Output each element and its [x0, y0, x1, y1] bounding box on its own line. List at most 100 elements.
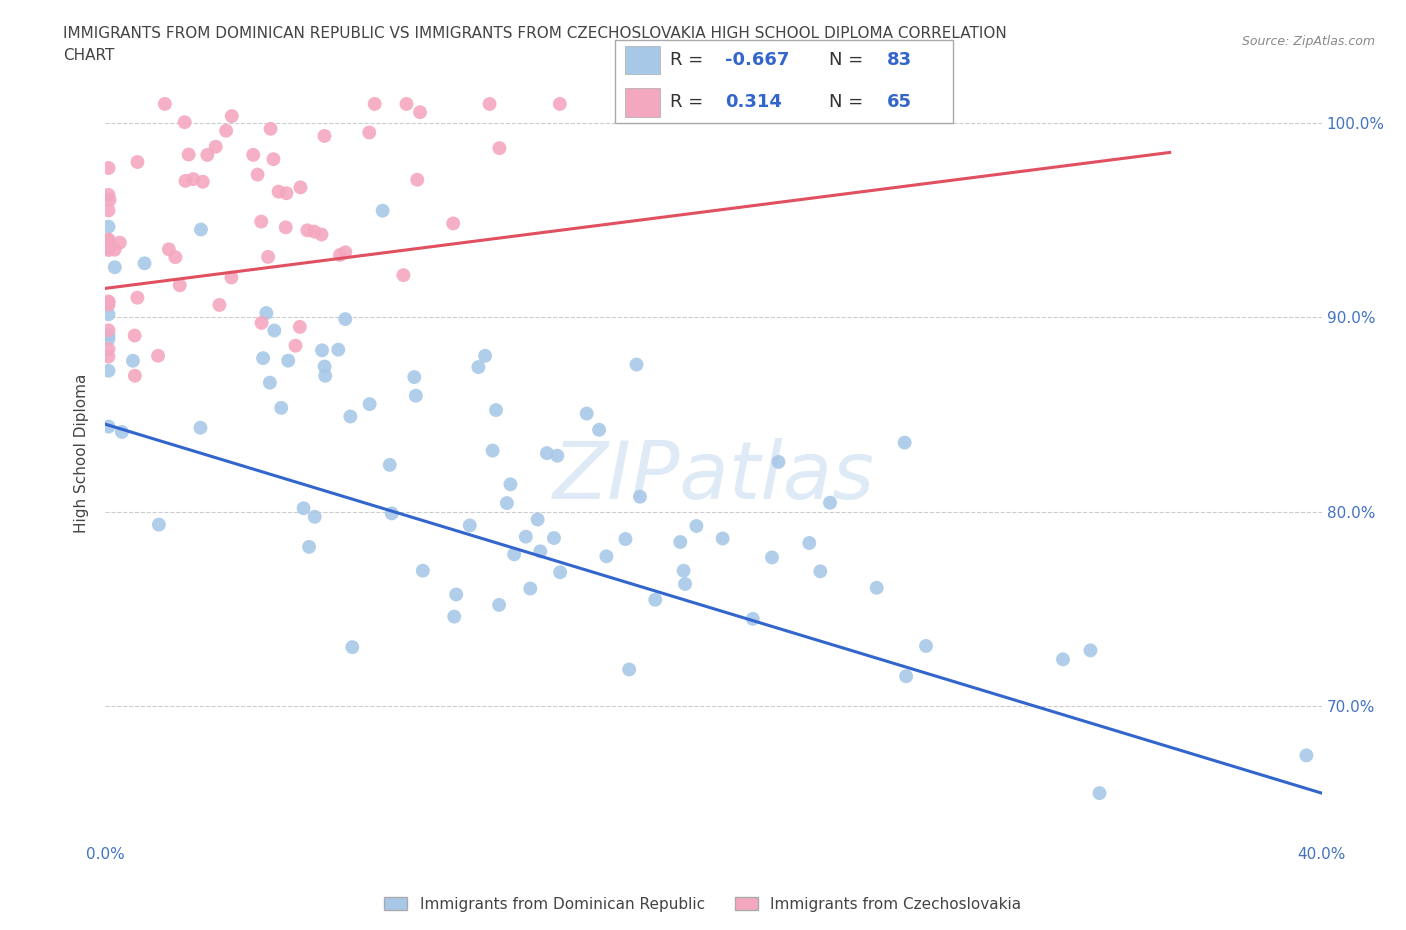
- Point: [741, 611, 763, 626]
- Point: [104, 242, 127, 257]
- Point: [304, 224, 326, 239]
- Text: 83: 83: [887, 51, 912, 69]
- Point: [478, 97, 501, 112]
- Point: [575, 406, 598, 421]
- Text: N =: N =: [828, 51, 863, 69]
- Point: [97, 188, 120, 203]
- Point: [173, 114, 195, 129]
- Point: [148, 517, 170, 532]
- Point: [406, 172, 429, 187]
- Point: [267, 184, 290, 199]
- Point: [329, 247, 352, 262]
- Point: [314, 359, 336, 374]
- Point: [97, 161, 120, 176]
- Point: [893, 435, 915, 450]
- Point: [395, 97, 418, 112]
- Point: [314, 368, 336, 383]
- Point: [628, 489, 651, 504]
- Point: [614, 532, 637, 547]
- Point: [515, 529, 537, 544]
- Y-axis label: High School Diploma: High School Diploma: [75, 374, 90, 533]
- Point: [259, 375, 281, 390]
- Point: [191, 174, 214, 189]
- Point: [146, 349, 169, 364]
- Point: [127, 154, 149, 169]
- Point: [97, 298, 120, 312]
- Point: [443, 609, 465, 624]
- Legend: Immigrants from Dominican Republic, Immigrants from Czechoslovakia: Immigrants from Dominican Republic, Immi…: [378, 890, 1028, 918]
- Text: 0.314: 0.314: [725, 93, 782, 112]
- Point: [111, 424, 134, 439]
- Point: [97, 295, 120, 310]
- Point: [263, 323, 285, 338]
- Point: [297, 223, 319, 238]
- Point: [298, 539, 321, 554]
- Point: [488, 140, 510, 155]
- Point: [405, 388, 427, 403]
- Point: [481, 444, 503, 458]
- Point: [221, 270, 243, 285]
- Point: [292, 501, 315, 516]
- Point: [496, 496, 519, 511]
- FancyBboxPatch shape: [626, 46, 659, 74]
- Point: [97, 364, 120, 379]
- Point: [711, 531, 734, 546]
- Point: [314, 128, 336, 143]
- Point: [672, 564, 695, 578]
- Point: [165, 250, 187, 265]
- Point: [134, 256, 156, 271]
- Point: [685, 519, 707, 534]
- Point: [669, 535, 692, 550]
- Point: [97, 332, 120, 347]
- Point: [257, 249, 280, 264]
- Point: [208, 298, 231, 312]
- Point: [174, 173, 197, 188]
- Text: CHART: CHART: [63, 48, 115, 63]
- Point: [644, 592, 666, 607]
- Point: [97, 327, 120, 342]
- Point: [768, 455, 790, 470]
- Point: [915, 639, 938, 654]
- Point: [1052, 652, 1074, 667]
- Point: [335, 245, 357, 259]
- Point: [277, 353, 299, 368]
- Point: [190, 420, 212, 435]
- Point: [503, 547, 526, 562]
- Point: [342, 640, 364, 655]
- Point: [124, 368, 146, 383]
- Point: [97, 232, 120, 246]
- Point: [378, 458, 401, 472]
- Point: [392, 268, 415, 283]
- FancyBboxPatch shape: [614, 40, 953, 123]
- Point: [548, 565, 571, 579]
- Point: [97, 294, 120, 309]
- Point: [250, 315, 273, 330]
- Point: [818, 496, 841, 511]
- Point: [311, 343, 333, 358]
- Point: [311, 227, 333, 242]
- Point: [259, 122, 281, 137]
- Text: Source: ZipAtlas.com: Source: ZipAtlas.com: [1241, 35, 1375, 48]
- Text: R =: R =: [671, 93, 703, 112]
- Point: [626, 357, 648, 372]
- Point: [536, 445, 558, 460]
- Point: [204, 140, 226, 154]
- Point: [127, 290, 149, 305]
- Point: [328, 342, 350, 357]
- Text: 65: 65: [887, 93, 912, 112]
- Point: [412, 564, 434, 578]
- Point: [124, 328, 146, 343]
- Point: [252, 351, 274, 365]
- Point: [866, 580, 889, 595]
- Point: [97, 341, 120, 356]
- Point: [97, 323, 120, 338]
- Point: [254, 306, 277, 321]
- Point: [799, 536, 821, 551]
- Point: [1088, 786, 1111, 801]
- Point: [274, 219, 297, 234]
- Point: [488, 597, 510, 612]
- Point: [284, 339, 307, 353]
- Point: [288, 319, 311, 334]
- Point: [304, 510, 326, 525]
- Point: [215, 124, 238, 139]
